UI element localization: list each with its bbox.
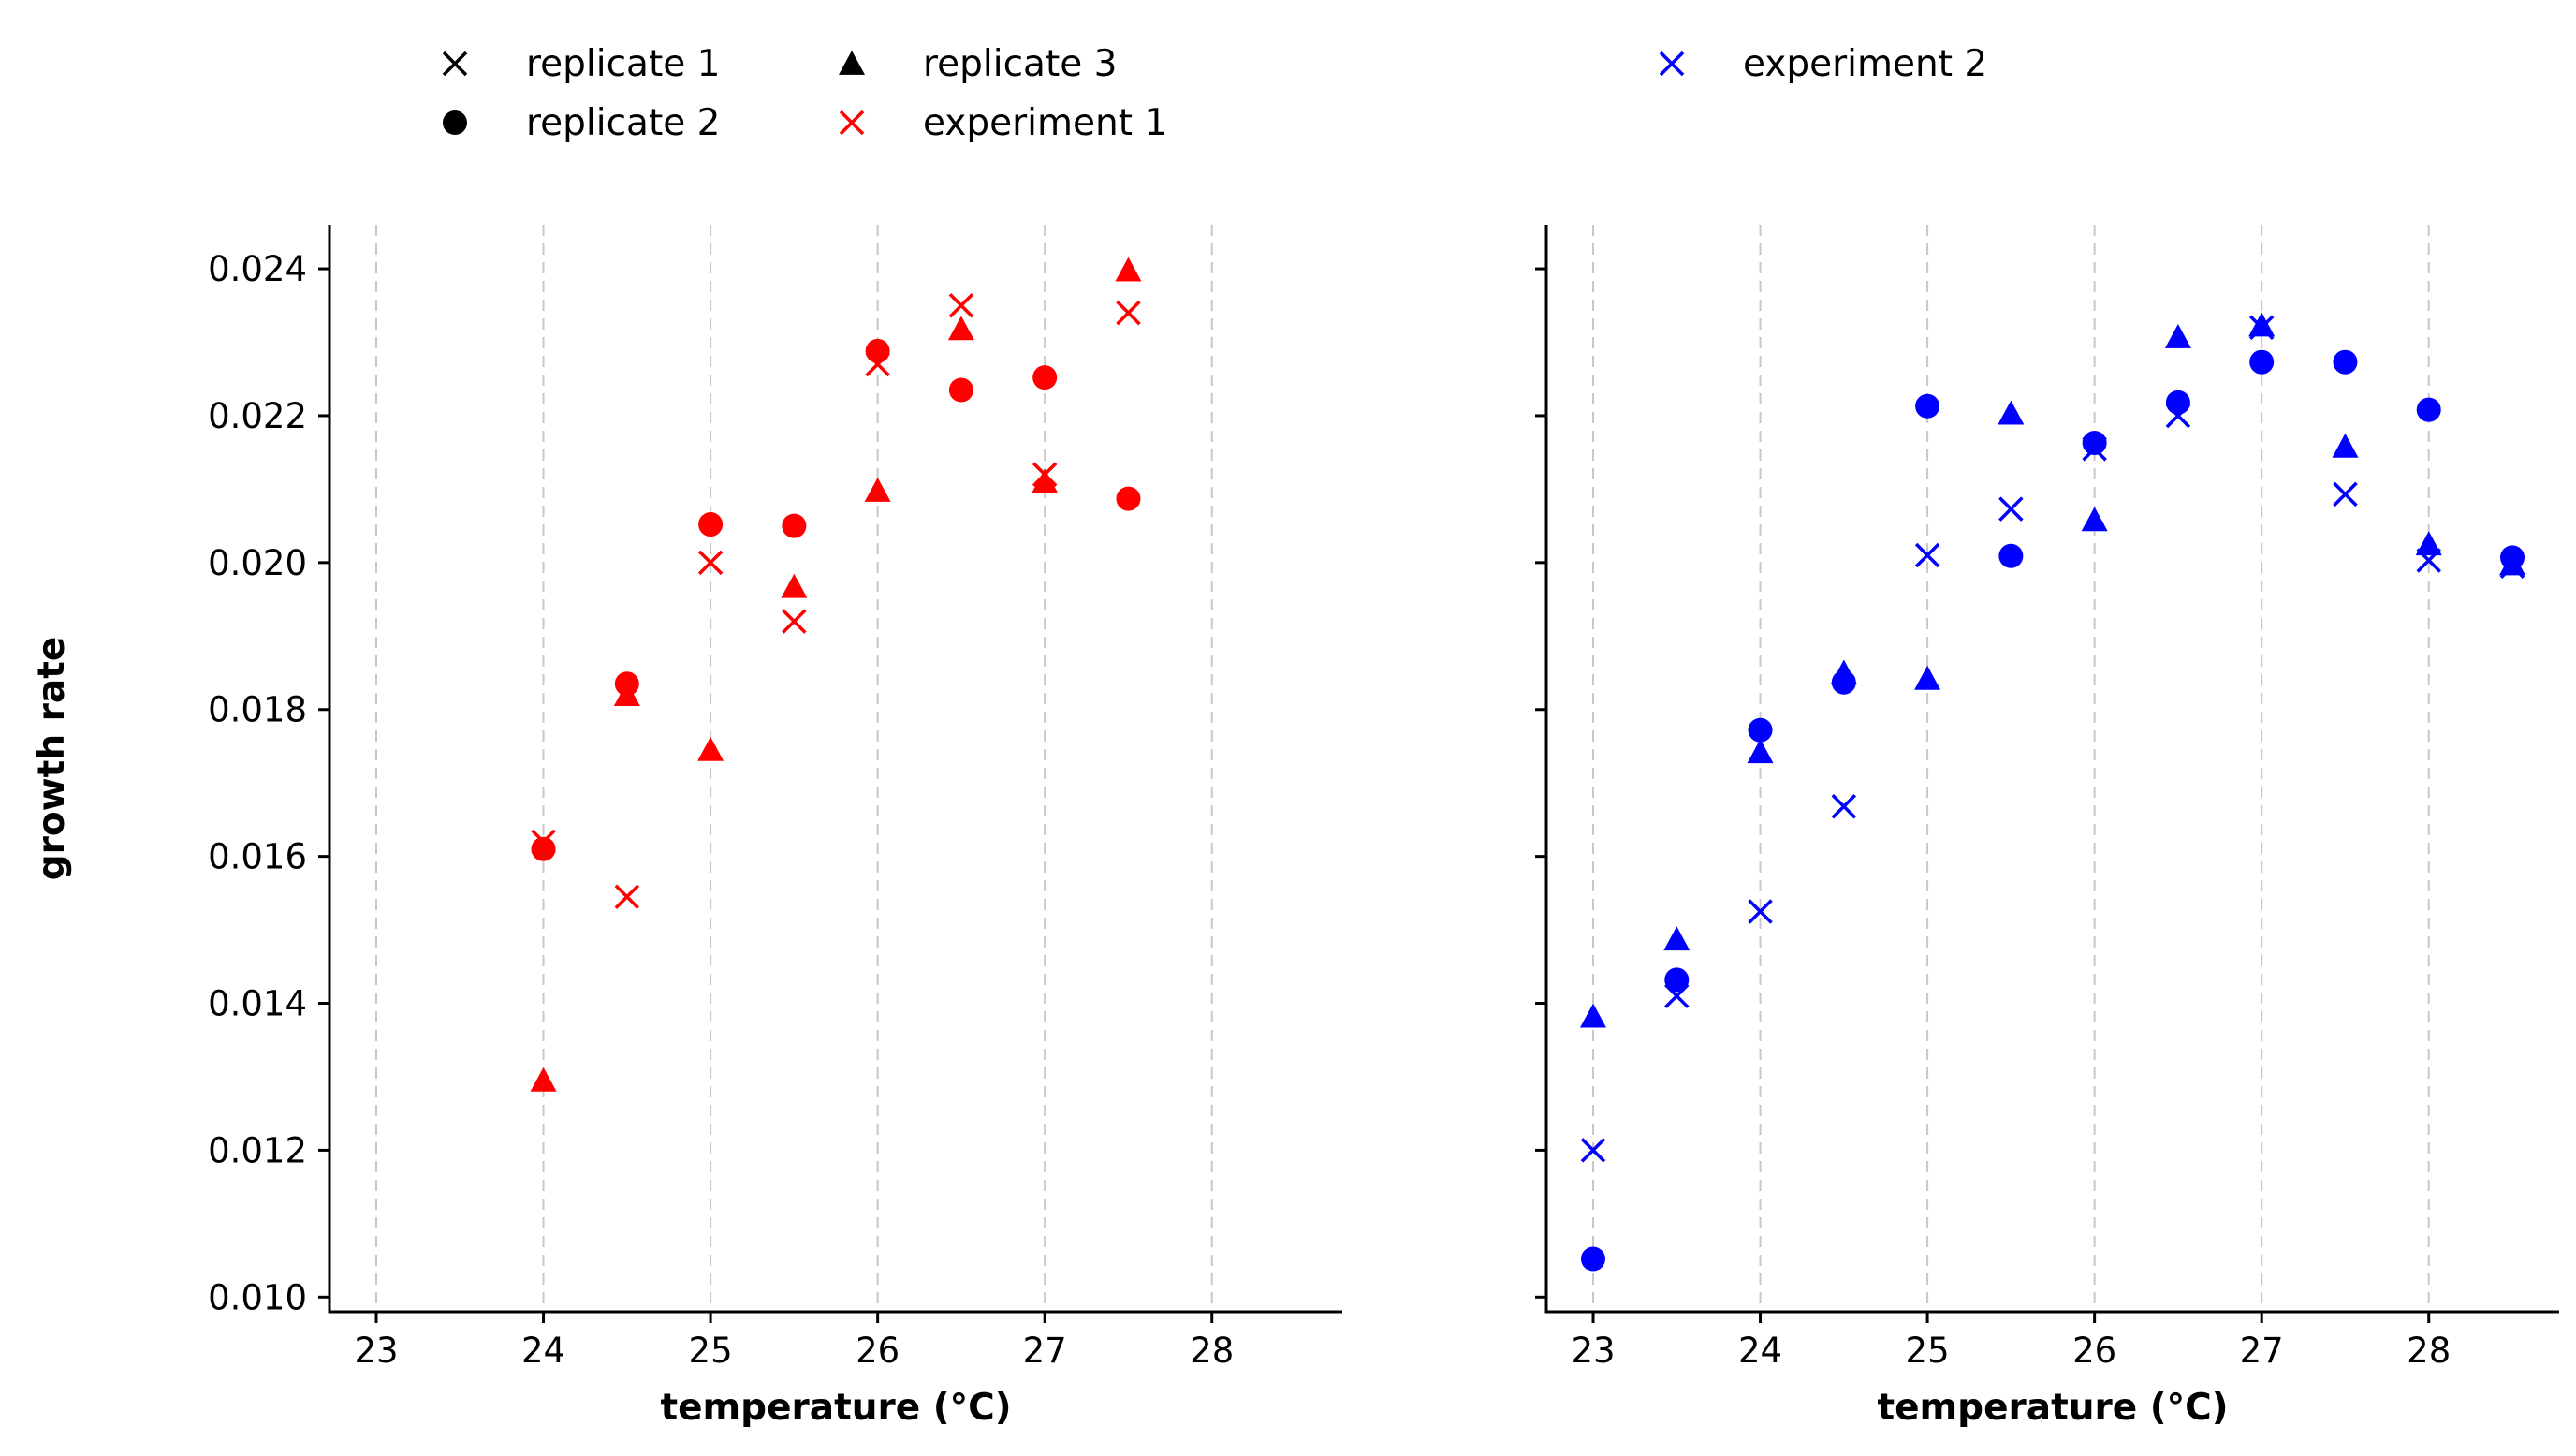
x-tick-label: 27: [1023, 1331, 1067, 1371]
x-axis-label: temperature (°C): [660, 1387, 1011, 1429]
data-point: [948, 377, 973, 403]
x-tick-label: 25: [689, 1331, 733, 1371]
y-tick-label: 0.024: [208, 249, 307, 289]
data-point: [1663, 926, 1690, 951]
data-point: [781, 573, 808, 598]
data-point: [1998, 543, 2024, 568]
data-point: [1116, 300, 1141, 326]
x-tick-label: 23: [354, 1331, 398, 1371]
series-replicate-3: [1579, 312, 2526, 1028]
left-panel-experiment-1: 23 24 25 26 27 28 0.010 0.012 0.014 0.016 0.018 0.0…: [208, 225, 1342, 1429]
y-tick-label: 0.018: [208, 690, 307, 730]
series-replicate-3: [530, 257, 1142, 1092]
data-point: [2082, 430, 2107, 455]
data-point: [530, 1066, 557, 1092]
y-tick-label: 0.022: [208, 396, 307, 436]
legend-marker: [1659, 51, 1685, 77]
data-point: [2164, 324, 2191, 348]
data-point: [1748, 899, 1773, 924]
x-tick-label: 28: [1190, 1331, 1234, 1371]
y-tick-label: 0.020: [208, 543, 307, 583]
data-point: [1998, 400, 2025, 425]
data-point: [2248, 312, 2276, 337]
x-tick-label: 26: [856, 1331, 900, 1371]
data-point: [1914, 665, 1941, 690]
series-replicate-1: [1580, 315, 2525, 1163]
data-point: [2499, 551, 2526, 576]
legend-entry: replicate 1: [442, 43, 720, 85]
x-tick-label: 26: [2072, 1331, 2116, 1371]
data-point: [2249, 349, 2275, 375]
legend-entry: replicate 2: [443, 102, 720, 144]
data-point: [697, 550, 724, 576]
data-point: [1831, 794, 1857, 819]
x-tick-label: 24: [521, 1331, 565, 1371]
data-point: [2333, 481, 2358, 507]
data-point: [2165, 390, 2190, 415]
legend-label: replicate 2: [526, 102, 720, 144]
x-tick-label: 27: [2240, 1331, 2284, 1371]
data-point: [2081, 507, 2108, 532]
data-point: [1830, 659, 1857, 684]
data-point: [1998, 496, 2024, 522]
data-point: [1032, 468, 1059, 493]
legend: replicate 1 replicate 2 replicate 3 experim…: [442, 43, 1987, 144]
data-point: [947, 316, 974, 341]
legend-label: experiment 1: [923, 102, 1167, 144]
x-tick-label: 25: [1906, 1331, 1950, 1371]
legend-entry: replicate 3: [839, 43, 1117, 85]
y-tick-label: 0.016: [208, 837, 307, 877]
legend-entry: experiment 1: [839, 102, 1167, 144]
data-point: [1915, 393, 1940, 419]
data-point: [2332, 433, 2359, 458]
x-tick-label: 24: [1738, 1331, 1782, 1371]
data-point: [697, 736, 724, 761]
x-axis-label: temperature (°C): [1877, 1387, 2228, 1429]
series-replicate-2: [1580, 349, 2525, 1272]
data-point: [1580, 1246, 1605, 1272]
y-axis-label: growth rate: [31, 637, 73, 881]
y-tick-label: 0.012: [208, 1130, 307, 1170]
data-point: [1580, 1138, 1606, 1163]
x-tick-label: 28: [2407, 1331, 2451, 1371]
data-point: [864, 477, 891, 502]
data-point: [614, 884, 640, 910]
x-tick-label: 23: [1571, 1331, 1615, 1371]
legend-marker: [443, 110, 467, 135]
legend-label: experiment 2: [1743, 43, 1987, 85]
data-point: [613, 682, 640, 706]
data-point: [1748, 717, 1773, 743]
data-point: [1579, 1003, 1606, 1028]
data-point: [865, 338, 890, 363]
data-point: [698, 512, 724, 537]
data-point: [1115, 257, 1142, 282]
y-tick-label: 0.014: [208, 984, 307, 1024]
legend-marker: [442, 51, 468, 77]
data-point: [948, 293, 974, 318]
data-point: [1747, 739, 1774, 764]
data-point: [2415, 531, 2442, 556]
series-replicate-2: [531, 338, 1141, 861]
legend-entry: experiment 2: [1659, 43, 1987, 85]
right-panel-experiment-2: 23 24 25 26 27 28 temperature (°C): [1535, 225, 2559, 1429]
data-point: [2416, 397, 2441, 422]
axis-spines: [1544, 225, 2559, 1314]
legend-marker: [839, 51, 865, 75]
data-point: [782, 609, 807, 634]
data-point: [1664, 967, 1690, 993]
data-point: [2333, 349, 2358, 375]
data-point: [1914, 542, 1940, 568]
axis-spines: [328, 225, 1342, 1314]
data-point: [1032, 365, 1058, 390]
data-point: [531, 836, 556, 861]
legend-marker: [839, 110, 865, 136]
data-point: [1116, 486, 1141, 511]
y-tick-label: 0.010: [208, 1277, 307, 1317]
data-point: [782, 513, 807, 538]
legend-label: replicate 3: [923, 43, 1117, 85]
legend-label: replicate 1: [526, 43, 720, 85]
